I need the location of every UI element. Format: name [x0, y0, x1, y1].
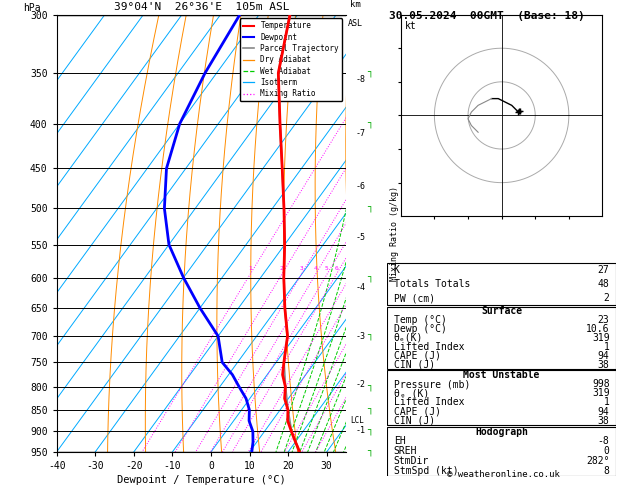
Text: ┐: ┐	[367, 447, 372, 457]
Text: 94: 94	[598, 351, 610, 361]
Text: 5: 5	[325, 266, 329, 271]
Text: Lifted Index: Lifted Index	[394, 342, 464, 352]
Text: Lifted Index: Lifted Index	[394, 398, 464, 407]
Text: 48: 48	[598, 279, 610, 289]
Text: 319: 319	[592, 333, 610, 343]
Text: 998: 998	[592, 379, 610, 389]
Text: 1: 1	[604, 342, 610, 352]
Title: 39°04'N  26°36'E  105m ASL: 39°04'N 26°36'E 105m ASL	[113, 2, 289, 13]
Text: EH: EH	[394, 436, 406, 447]
Bar	[387, 263, 616, 305]
Text: -3: -3	[355, 332, 365, 341]
Text: -4: -4	[355, 283, 365, 293]
Text: θₑ(K): θₑ(K)	[394, 333, 423, 343]
Text: CIN (J): CIN (J)	[394, 360, 435, 370]
Text: Surface: Surface	[481, 306, 522, 316]
Text: CIN (J): CIN (J)	[394, 416, 435, 426]
Text: Pressure (mb): Pressure (mb)	[394, 379, 470, 389]
Text: ┐: ┐	[367, 331, 372, 341]
Text: 3: 3	[299, 266, 303, 271]
Bar	[387, 307, 616, 369]
Text: © weatheronline.co.uk: © weatheronline.co.uk	[447, 469, 560, 479]
Text: CAPE (J): CAPE (J)	[394, 351, 441, 361]
Text: Totals Totals: Totals Totals	[394, 279, 470, 289]
Text: 2: 2	[604, 294, 610, 303]
Text: 1: 1	[604, 398, 610, 407]
Text: -2: -2	[355, 380, 365, 389]
Text: -1: -1	[355, 426, 365, 435]
Text: -5: -5	[355, 233, 365, 242]
Text: km: km	[350, 0, 361, 9]
Text: θₑ (K): θₑ (K)	[394, 388, 429, 398]
Text: ┐: ┐	[367, 204, 372, 213]
Text: ASL: ASL	[348, 19, 363, 28]
Text: kt: kt	[405, 20, 416, 31]
Text: 0: 0	[604, 447, 610, 456]
Text: 282°: 282°	[586, 456, 610, 467]
Text: 94: 94	[598, 406, 610, 417]
Text: 30.05.2024  00GMT  (Base: 18): 30.05.2024 00GMT (Base: 18)	[389, 11, 584, 21]
Text: -8: -8	[598, 436, 610, 447]
Text: Hodograph: Hodograph	[475, 427, 528, 436]
Text: 23: 23	[598, 315, 610, 325]
Text: 6: 6	[335, 266, 338, 271]
Text: 38: 38	[598, 360, 610, 370]
Text: 1: 1	[248, 266, 252, 271]
Text: 27: 27	[598, 265, 610, 275]
Text: 38: 38	[598, 416, 610, 426]
Text: ┐: ┐	[367, 68, 372, 78]
Text: ┐: ┐	[367, 405, 372, 415]
Text: LCL: LCL	[350, 417, 364, 425]
Text: -7: -7	[355, 129, 365, 138]
Text: Mixing Ratio (g/kg): Mixing Ratio (g/kg)	[390, 186, 399, 281]
Text: PW (cm): PW (cm)	[394, 294, 435, 303]
Text: 319: 319	[592, 388, 610, 398]
Text: -8: -8	[355, 75, 365, 84]
Text: 8: 8	[604, 466, 610, 476]
Bar	[387, 370, 616, 425]
Text: Temp (°C): Temp (°C)	[394, 315, 447, 325]
Text: K: K	[394, 265, 399, 275]
Text: ┐: ┐	[367, 426, 372, 436]
Legend: Temperature, Dewpoint, Parcel Trajectory, Dry Adiabat, Wet Adiabat, Isotherm, Mi: Temperature, Dewpoint, Parcel Trajectory…	[240, 18, 342, 101]
Bar	[387, 427, 616, 476]
Text: SREH: SREH	[394, 447, 417, 456]
Text: Most Unstable: Most Unstable	[464, 370, 540, 380]
Text: 2: 2	[280, 266, 284, 271]
Text: ┐: ┐	[367, 382, 372, 392]
Text: 4: 4	[314, 266, 318, 271]
Text: StmSpd (kt): StmSpd (kt)	[394, 466, 459, 476]
Text: CAPE (J): CAPE (J)	[394, 406, 441, 417]
Text: 10.6: 10.6	[586, 324, 610, 334]
Text: ┐: ┐	[367, 273, 372, 282]
Text: -6: -6	[355, 182, 365, 191]
Text: hPa: hPa	[23, 3, 41, 13]
Text: StmDir: StmDir	[394, 456, 429, 467]
X-axis label: Dewpoint / Temperature (°C): Dewpoint / Temperature (°C)	[117, 475, 286, 485]
Text: Dewp (°C): Dewp (°C)	[394, 324, 447, 334]
Text: ┐: ┐	[367, 119, 372, 129]
